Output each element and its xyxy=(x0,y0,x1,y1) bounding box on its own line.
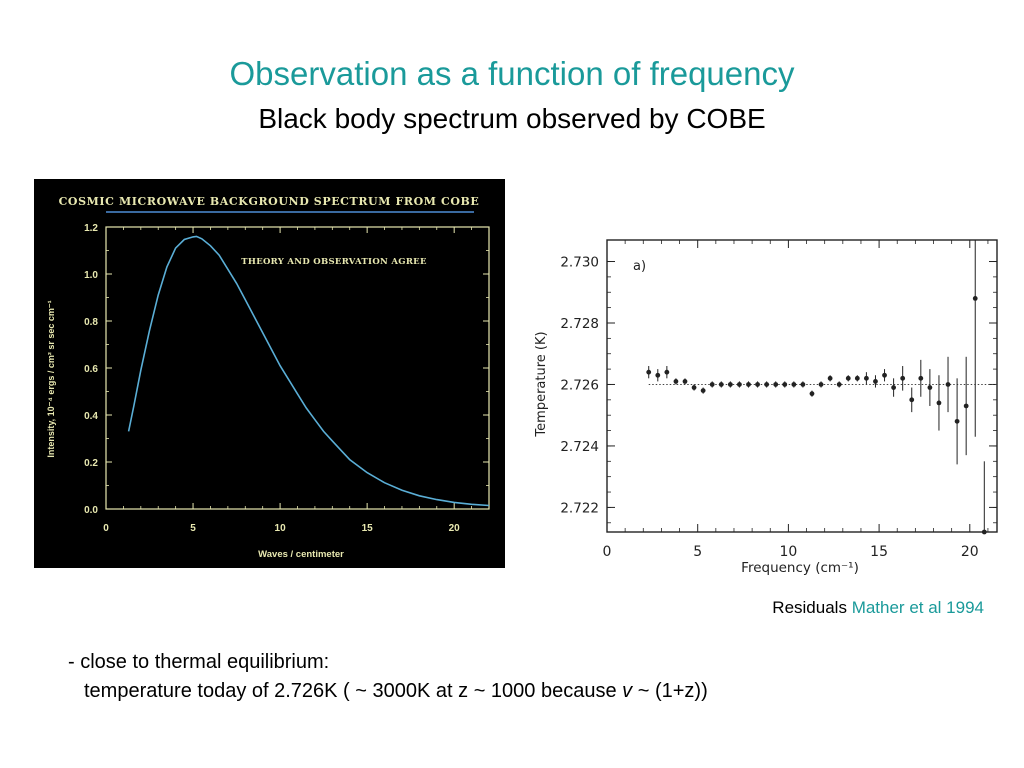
residuals-data-point xyxy=(773,382,779,387)
residuals-data-point xyxy=(746,382,751,387)
residuals-data-point xyxy=(727,382,733,387)
residuals-panel-label: a) xyxy=(633,259,646,274)
residuals-data-point xyxy=(882,372,887,378)
cobe-x-tick-label: 5 xyxy=(190,523,196,534)
residuals-data-point xyxy=(791,382,797,387)
cobe-chart-background xyxy=(34,179,505,568)
residuals-data-point xyxy=(655,372,661,378)
cobe-spectrum-curve xyxy=(127,235,490,507)
cobe-y-tick-label: 1.2 xyxy=(84,223,98,234)
residuals-y-axis-label: Temperature (K) xyxy=(534,331,549,437)
cobe-y-tick-label: 0.8 xyxy=(84,317,98,328)
residuals-data-point xyxy=(909,397,915,403)
residuals-data-point xyxy=(891,385,897,390)
residuals-data-point xyxy=(691,385,697,390)
residuals-data-point xyxy=(718,382,724,387)
cobe-spectrum-chart: Cosmic Microwave Background Spectrum fro… xyxy=(34,179,505,568)
residuals-y-tick-label: 2.724 xyxy=(560,439,599,455)
residuals-x-tick-label: 20 xyxy=(961,544,979,560)
residuals-data-point xyxy=(673,378,679,384)
cobe-x-tick-label: 15 xyxy=(362,523,374,534)
residuals-chart: 0 5 10 15 20 2.722 2.724 2.726 2.728 2.730 a) Fre… xyxy=(525,228,1005,588)
cobe-y-tick-label: 0.4 xyxy=(84,411,98,422)
caption-reference: Mather et al 1994 xyxy=(851,598,984,617)
residuals-data-point xyxy=(863,375,869,381)
residuals-data-point xyxy=(918,375,924,381)
residuals-plot-frame xyxy=(606,239,998,533)
residuals-data-point xyxy=(927,385,933,390)
residuals-x-tick-label: 15 xyxy=(870,544,888,560)
residuals-data-point xyxy=(800,382,806,387)
bullet-line-2-text-b: ~ (1+z)) xyxy=(637,680,708,702)
cobe-y-tick-label: 0.0 xyxy=(84,505,98,516)
cobe-x-tick-label: 20 xyxy=(449,523,461,534)
residuals-data-point xyxy=(737,382,742,387)
residuals-y-tick-label: 2.726 xyxy=(560,377,599,393)
residuals-data-point xyxy=(782,382,788,387)
cobe-x-tick-label: 10 xyxy=(275,523,287,534)
cobe-x-tick-label: 0 xyxy=(103,523,109,534)
cobe-annotation: Theory and observation agree xyxy=(241,257,427,267)
cobe-y-tick-label: 1.0 xyxy=(84,270,98,281)
residuals-y-tick-label: 2.722 xyxy=(560,500,599,516)
residuals-data-point xyxy=(764,382,770,387)
residuals-data-point xyxy=(963,403,969,409)
residuals-data-point xyxy=(900,375,906,381)
residuals-data-point xyxy=(809,391,815,397)
residuals-data-point xyxy=(827,375,833,381)
cobe-y-tick-label: 0.2 xyxy=(84,458,98,469)
residuals-data-point xyxy=(682,378,688,384)
residuals-x-tick-label: 5 xyxy=(693,544,702,560)
slide-subtitle: Black body spectrum observed by COBE xyxy=(258,103,766,134)
cobe-chart-title: Cosmic Microwave Background Spectrum fro… xyxy=(59,195,480,208)
residuals-data-point xyxy=(936,400,942,406)
residuals-y-tick-label: 2.730 xyxy=(560,255,599,271)
cobe-y-axis-label: Intensity, 10⁻⁴ ergs / cm² sr sec cm⁻¹ xyxy=(46,300,56,457)
residuals-data-point xyxy=(945,382,951,387)
residuals-data-point xyxy=(873,378,878,384)
residuals-data-point xyxy=(709,382,715,387)
residuals-data-point xyxy=(836,382,842,387)
residuals-data-point xyxy=(981,529,987,535)
residuals-data-point xyxy=(700,388,706,394)
residuals-x-tick-label: 10 xyxy=(779,544,797,560)
residuals-data-point xyxy=(854,375,860,381)
residuals-data-point xyxy=(646,369,652,375)
residuals-data-point xyxy=(755,382,760,387)
residuals-caption: Residuals Mather et al 1994 xyxy=(772,598,984,618)
residuals-data-point xyxy=(664,369,670,375)
residuals-data-point xyxy=(954,418,960,424)
cobe-y-tick-label: 0.6 xyxy=(84,364,98,375)
bullet-line-1: - close to thermal equilibrium: xyxy=(68,651,330,673)
bullet-line-2: temperature today of 2.726K ( ~ 3000K at… xyxy=(84,680,708,703)
residuals-data-point xyxy=(818,382,824,387)
bullet-line-2-nu: v xyxy=(622,680,633,702)
bullet-line-2-text-a: temperature today of 2.726K ( ~ 3000K at… xyxy=(84,680,617,702)
residuals-data-point xyxy=(845,375,851,381)
slide-title: Observation as a function of frequency xyxy=(229,55,795,92)
residuals-y-tick-label: 2.728 xyxy=(560,316,599,332)
residuals-x-axis-label: Frequency (cm⁻¹) xyxy=(741,560,859,576)
residuals-x-tick-label: 0 xyxy=(603,544,612,560)
caption-prefix: Residuals xyxy=(772,598,847,617)
cobe-x-axis-label: Waves / centimeter xyxy=(258,549,344,560)
residuals-data-point xyxy=(972,296,978,301)
